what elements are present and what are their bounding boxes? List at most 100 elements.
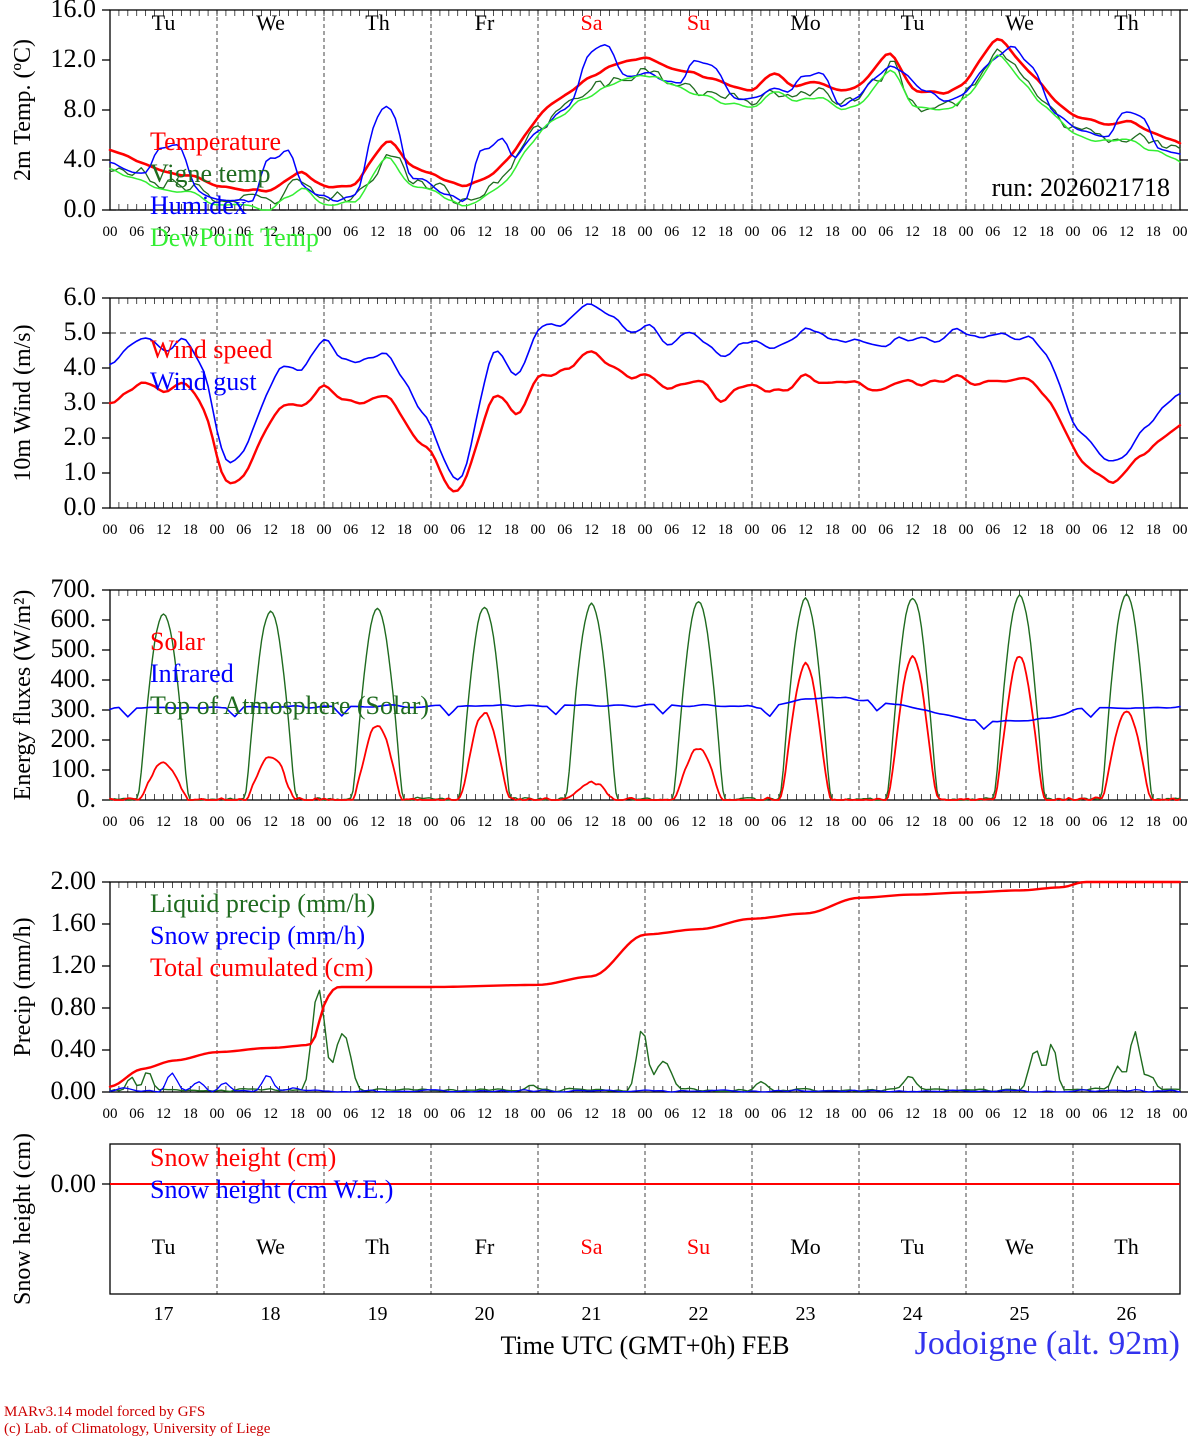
hour-tick-label: 00 <box>959 522 974 538</box>
hour-tick-label: 18 <box>183 522 198 538</box>
hour-tick-label: 18 <box>825 814 840 830</box>
ytick-label: 1.20 <box>51 950 97 979</box>
legend-item-1: Vigne temp <box>150 159 270 188</box>
hour-tick-label: 18 <box>825 522 840 538</box>
legend-item-0: Solar <box>150 627 205 656</box>
hour-tick-label: 06 <box>236 522 252 538</box>
ytick-label: 4.0 <box>64 352 97 381</box>
ytick-label: 200. <box>51 724 97 753</box>
hour-tick-label: 12 <box>691 522 706 538</box>
day-label-bottom-4: Sa <box>581 1234 603 1259</box>
hour-tick-label: 00 <box>103 522 118 538</box>
date-number-0: 17 <box>154 1303 174 1325</box>
legend-item-1: Snow precip (mm/h) <box>150 921 365 950</box>
ytick-label: 500. <box>51 634 97 663</box>
hour-tick-label: 06 <box>557 1106 573 1122</box>
day-label-bottom-7: Tu <box>901 1234 925 1259</box>
hour-tick-label: 00 <box>852 1106 867 1122</box>
hour-tick-label: 12 <box>156 1106 171 1122</box>
hour-tick-label: 00 <box>317 1106 332 1122</box>
hour-tick-label: 18 <box>932 522 947 538</box>
hour-tick-label: 06 <box>985 1106 1001 1122</box>
hour-tick-label: 18 <box>932 1106 947 1122</box>
hour-tick-label: 00 <box>745 224 760 240</box>
hour-tick-label: 06 <box>1092 814 1108 830</box>
date-number-1: 18 <box>261 1303 281 1325</box>
hour-tick-label: 00 <box>531 1106 546 1122</box>
hour-tick-label: 00 <box>852 224 867 240</box>
hour-tick-label: 12 <box>1119 814 1134 830</box>
hour-tick-label: 12 <box>798 522 813 538</box>
hour-tick-label: 06 <box>129 224 145 240</box>
hour-tick-label: 18 <box>290 814 305 830</box>
ytick-label: 0.0 <box>64 194 97 223</box>
svg-text:00: 00 <box>1173 1106 1188 1122</box>
y-axis-title: 10m Wind (m/s) <box>10 324 36 481</box>
hour-tick-label: 06 <box>664 224 680 240</box>
hour-tick-label: 18 <box>397 814 412 830</box>
day-label-bottom-2: Th <box>365 1234 389 1259</box>
hour-tick-label: 00 <box>1066 1106 1081 1122</box>
hour-tick-label: 18 <box>183 814 198 830</box>
date-number-6: 23 <box>796 1303 816 1325</box>
svg-text:00: 00 <box>1173 814 1188 830</box>
y-axis-title: Snow height (cm) <box>10 1134 36 1305</box>
hour-tick-label: 18 <box>825 224 840 240</box>
footer-credits: MARv3.14 model forced by GFS (c) Lab. of… <box>4 1404 270 1438</box>
model-line2: (c) Lab. of Climatology, University of L… <box>4 1421 270 1438</box>
hour-tick-label: 12 <box>1119 224 1134 240</box>
hour-tick-label: 18 <box>504 522 519 538</box>
hour-tick-label: 06 <box>878 814 894 830</box>
hour-tick-label: 18 <box>718 814 733 830</box>
hour-tick-label: 06 <box>1092 1106 1108 1122</box>
hour-tick-label: 00 <box>959 224 974 240</box>
hour-tick-label: 00 <box>1066 224 1081 240</box>
hour-tick-label: 12 <box>798 814 813 830</box>
day-label-bottom-8: We <box>1005 1234 1034 1259</box>
hour-tick-label: 18 <box>397 1106 412 1122</box>
hour-tick-label: 18 <box>290 1106 305 1122</box>
ytick-label: 1.0 <box>64 457 97 486</box>
hour-tick-label: 18 <box>290 522 305 538</box>
hour-tick-label: 18 <box>932 814 947 830</box>
hour-tick-label: 12 <box>263 814 278 830</box>
ytick-label: 6.0 <box>64 282 97 311</box>
hour-tick-label: 06 <box>664 1106 680 1122</box>
run-label: run: 2026021718 <box>992 173 1170 202</box>
date-number-4: 21 <box>582 1303 602 1325</box>
hour-tick-label: 18 <box>611 1106 626 1122</box>
hour-tick-label: 06 <box>985 224 1001 240</box>
hour-tick-label: 06 <box>557 522 573 538</box>
hour-tick-label: 00 <box>638 224 653 240</box>
hour-tick-label: 00 <box>103 224 118 240</box>
ytick-label: 0.00 <box>51 1076 97 1105</box>
hour-tick-label: 18 <box>1146 814 1161 830</box>
hour-tick-label: 18 <box>718 224 733 240</box>
hour-tick-label: 18 <box>611 522 626 538</box>
date-number-5: 22 <box>689 1303 709 1325</box>
hour-tick-label: 18 <box>825 1106 840 1122</box>
hour-tick-label: 06 <box>664 814 680 830</box>
hour-tick-label: 06 <box>450 522 466 538</box>
legend-item-3: DewPoint Temp <box>150 223 319 252</box>
snow-panel: 0.00 Snow height (cm) Snow height (cm) Snow… <box>0 1134 1194 1384</box>
svg-text:00: 00 <box>1173 522 1188 538</box>
hour-tick-label: 12 <box>1012 814 1027 830</box>
hour-tick-label: 00 <box>531 224 546 240</box>
hour-tick-label: 00 <box>959 1106 974 1122</box>
y-axis-title: Energy fluxes (W/m²) <box>10 590 36 801</box>
hour-tick-label: 00 <box>424 522 439 538</box>
hour-tick-label: 18 <box>397 522 412 538</box>
hour-tick-label: 00 <box>1066 522 1081 538</box>
hour-tick-label: 18 <box>1146 1106 1161 1122</box>
ytick-label: 3.0 <box>64 387 97 416</box>
hour-tick-label: 00 <box>317 814 332 830</box>
hour-tick-label: 06 <box>985 522 1001 538</box>
xaxis-title: Time UTC (GMT+0h) FEB <box>501 1331 790 1360</box>
hour-tick-label: 12 <box>1119 1106 1134 1122</box>
legend-item-0: Temperature <box>150 127 281 156</box>
legend-item-0: Snow height (cm) <box>150 1143 336 1172</box>
hour-tick-label: 12 <box>156 522 171 538</box>
temperature-panel: Tu We Th Fr Sa Su Mo Tu We Th 0.0 4.0 8.0 12.0 16.0 2m … <box>0 0 1194 258</box>
hour-tick-label: 06 <box>450 1106 466 1122</box>
